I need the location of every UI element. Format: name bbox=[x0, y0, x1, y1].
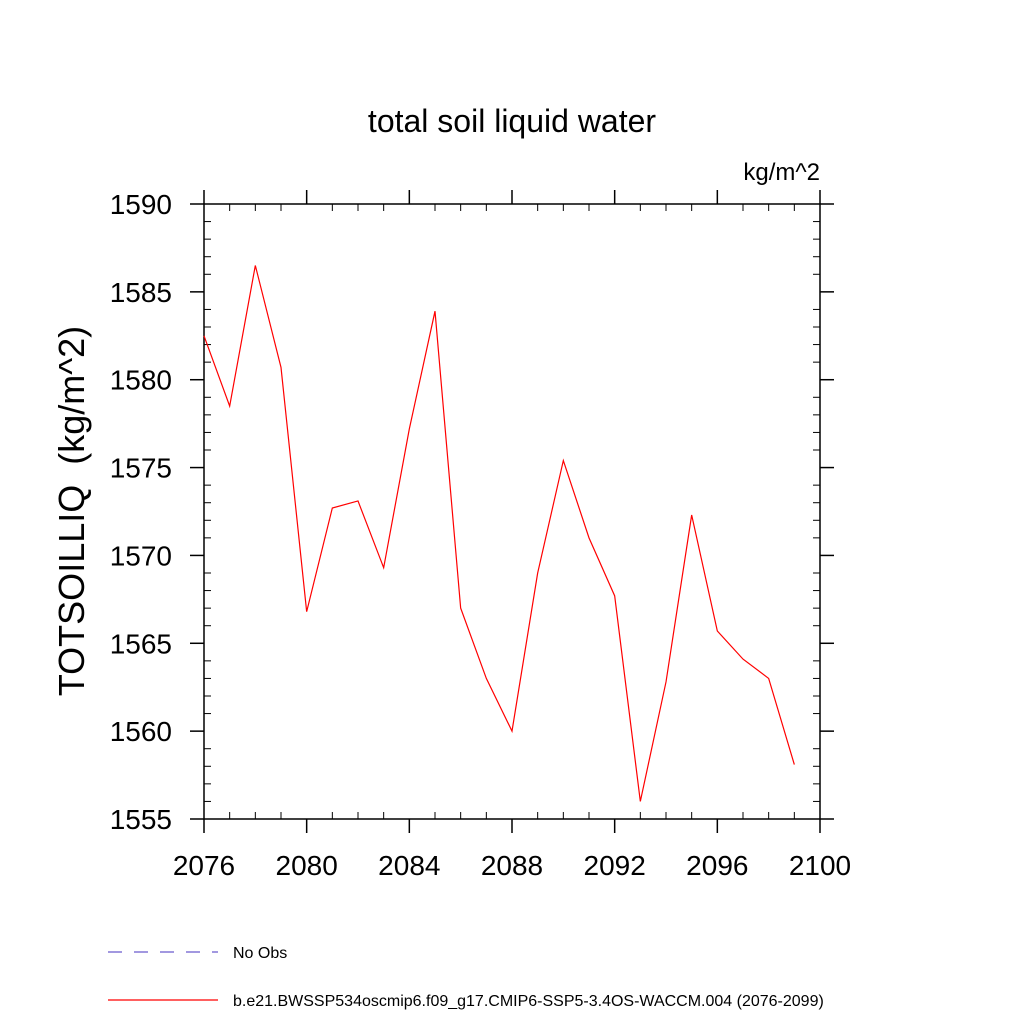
y-tick-label: 1590 bbox=[110, 189, 172, 220]
y-tick-label: 1585 bbox=[110, 277, 172, 308]
y-tick-label: 1570 bbox=[110, 540, 172, 571]
y-tick-label: 1575 bbox=[110, 453, 172, 484]
axis-tick-labels: 2076 2080 2084 2088 2092 2096 2100 1555 1560 1565… bbox=[110, 189, 851, 881]
series-line-0 bbox=[203, 265, 795, 802]
x-tick-label: 2096 bbox=[686, 850, 748, 881]
chart-title: total soil liquid water bbox=[368, 103, 656, 139]
y-tick-label: 1565 bbox=[110, 628, 172, 659]
y-tick-label: 1580 bbox=[110, 365, 172, 396]
legend-label: No Obs bbox=[233, 945, 287, 962]
y-tick-label: 1555 bbox=[110, 804, 172, 835]
units-label: kg/m^2 bbox=[743, 159, 820, 186]
x-tick-label: 2080 bbox=[276, 850, 338, 881]
legend: No Obs b.e21.BWSSP534oscmip6.f09_g17.CMIP… bbox=[108, 945, 824, 1010]
x-tick-label: 2084 bbox=[378, 850, 440, 881]
y-axis-label: TOTSOILLIQ (kg/m^2) bbox=[51, 326, 92, 696]
y-tick-label: 1560 bbox=[110, 716, 172, 747]
axis-ticks bbox=[190, 190, 834, 833]
legend-label: b.e21.BWSSP534oscmip6.f09_g17.CMIP6-SSP5… bbox=[233, 993, 824, 1010]
series-group bbox=[203, 265, 795, 802]
x-tick-label: 2088 bbox=[481, 850, 543, 881]
x-tick-label: 2092 bbox=[584, 850, 646, 881]
x-tick-label: 2100 bbox=[789, 850, 851, 881]
x-tick-label: 2076 bbox=[173, 850, 235, 881]
